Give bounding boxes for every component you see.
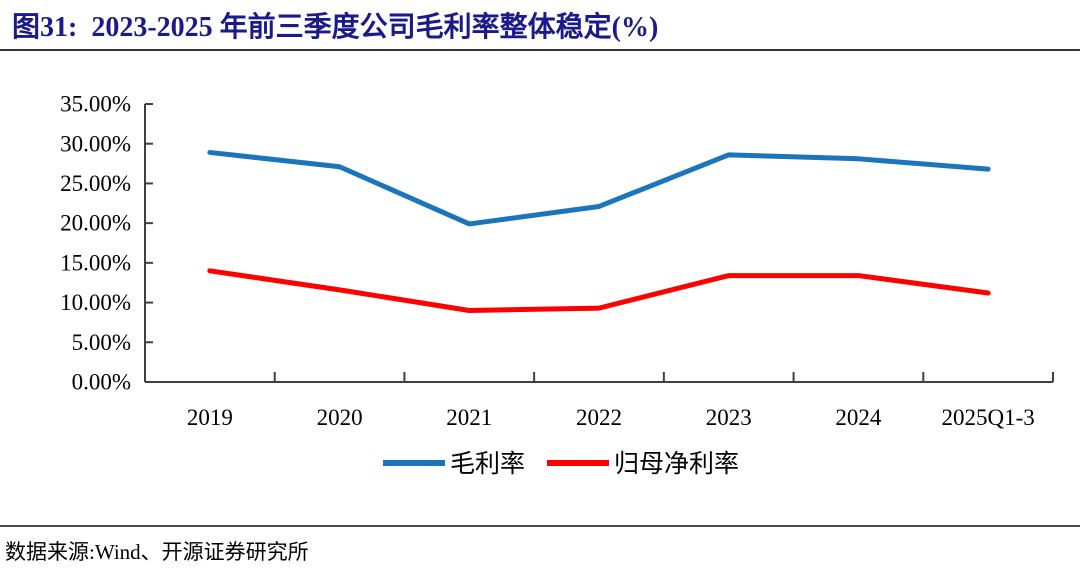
y-axis-tick-label: 25.00% <box>60 171 131 196</box>
chart-area: 0.00% 5.00% 10.00% 15.00% 20.00% 25.00% 30.00%… <box>0 53 1080 525</box>
x-axis-tick-label: 2022 <box>576 405 622 430</box>
y-axis-tick-label: 10.00% <box>60 290 131 315</box>
y-axis-tick-label: 20.00% <box>60 211 131 236</box>
source-note: 数据来源:Wind、开源证券研究所 <box>5 540 309 564</box>
y-axis-tick-label: 5.00% <box>72 330 131 355</box>
x-axis-tick-label: 2024 <box>835 405 882 430</box>
legend-label: 毛利率 <box>450 450 525 478</box>
figure-title: 图31: 2023-2025 年前三季度公司毛利率整体稳定(%) <box>12 12 659 43</box>
line-chart: 0.00% 5.00% 10.00% 15.00% 20.00% 25.00% 30.00%… <box>60 92 1054 478</box>
x-axis-tick-label: 2020 <box>317 405 363 430</box>
figure-header: 图31: 2023-2025 年前三季度公司毛利率整体稳定(%) <box>0 0 1080 51</box>
x-axis-tick-label: 2023 <box>706 405 752 430</box>
y-axis-tick-label: 30.00% <box>60 131 131 156</box>
x-axis-tick-label: 2021 <box>446 405 492 430</box>
figure-footer: 数据来源:Wind、开源证券研究所 <box>0 525 1080 566</box>
legend-label: 归母净利率 <box>614 450 739 478</box>
x-axis-tick-label: 2025Q1-3 <box>942 405 1035 430</box>
series-line-归母净利率 <box>207 268 991 314</box>
y-axis-tick-label: 15.00% <box>60 250 131 275</box>
y-axis-tick-label: 35.00% <box>60 92 131 117</box>
y-axis-tick-label: 0.00% <box>72 370 131 395</box>
x-axis-tick-label: 2019 <box>187 405 233 430</box>
series-line-毛利率 <box>207 149 991 227</box>
